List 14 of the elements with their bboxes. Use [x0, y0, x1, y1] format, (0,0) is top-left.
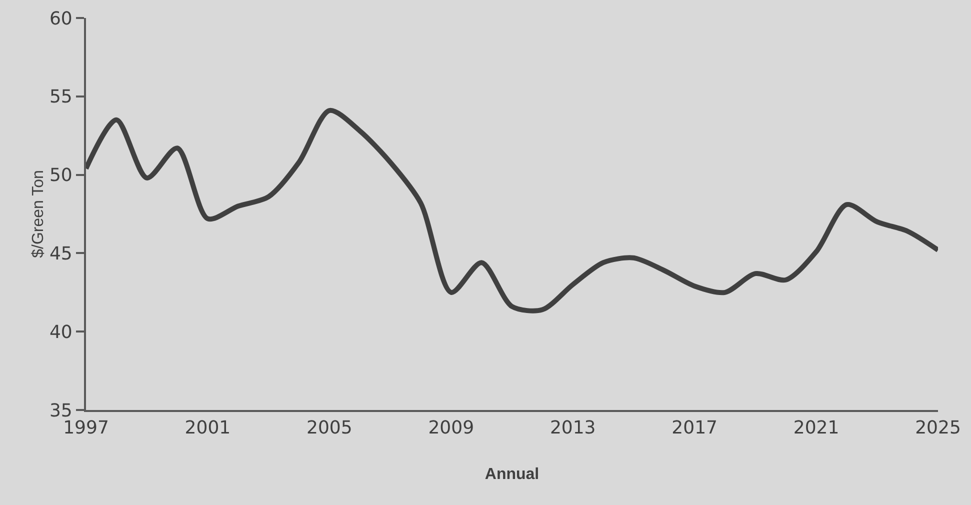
- x-axis-title: Annual: [484, 466, 540, 483]
- x-tick-label: 2021: [793, 418, 840, 439]
- x-tick-label: 2017: [672, 418, 718, 439]
- x-tick-label: 2013: [550, 418, 596, 439]
- y-tick-label: 40: [49, 322, 72, 343]
- x-tick-label: 2025: [915, 418, 961, 439]
- y-tick-label: 50: [49, 165, 72, 186]
- y-tick-label: 55: [49, 86, 72, 108]
- y-tick-label: 45: [49, 244, 72, 264]
- x-tick-label: 2005: [306, 418, 352, 439]
- x-tick-label: 2001: [184, 418, 231, 439]
- y-axis-title: $/Green Ton: [30, 170, 47, 258]
- y-tick-label: 60: [49, 8, 72, 30]
- x-tick-label: 2009: [428, 418, 474, 439]
